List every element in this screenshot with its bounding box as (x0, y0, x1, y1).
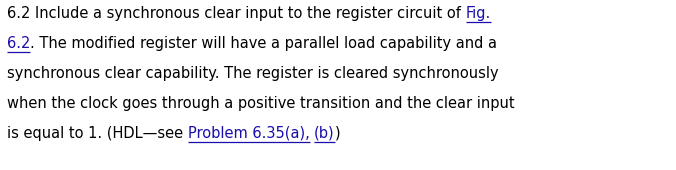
Text: . The modified register will have a parallel load capability and a: . The modified register will have a para… (30, 36, 498, 51)
Text: synchronous clear capability. The register is cleared synchronously: synchronous clear capability. The regist… (7, 66, 499, 81)
Text: 6.2 Include a synchronous clear input to the register circuit of: 6.2 Include a synchronous clear input to… (7, 6, 466, 21)
Text: Fig.: Fig. (466, 6, 491, 21)
Text: 6.2: 6.2 (7, 36, 30, 51)
Text: ): ) (335, 126, 341, 141)
Text: when the clock goes through a positive transition and the clear input: when the clock goes through a positive t… (7, 96, 514, 111)
Text: Problem 6.35(a),: Problem 6.35(a), (188, 126, 310, 141)
Text: is equal to 1. (HDL—see: is equal to 1. (HDL—see (7, 126, 188, 141)
Text: (b): (b) (314, 126, 335, 141)
